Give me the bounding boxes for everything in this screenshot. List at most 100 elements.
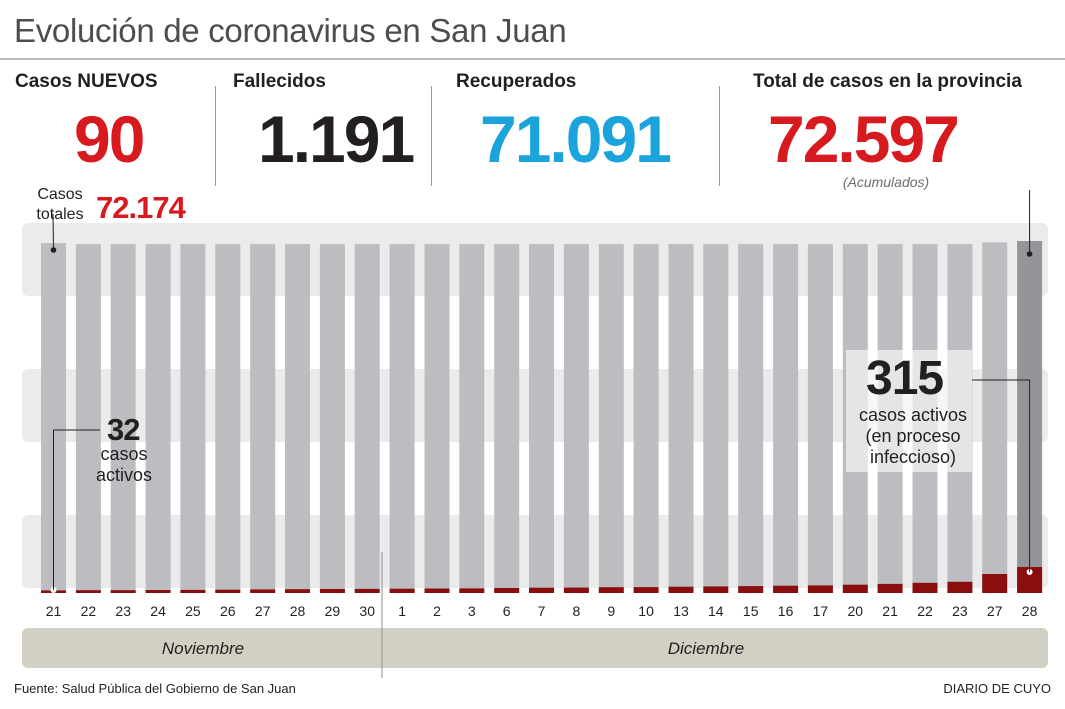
recuperados-value: 71.091 <box>480 102 672 176</box>
month-band <box>22 628 1048 668</box>
total-bar <box>354 244 380 593</box>
x-tick-label: 15 <box>743 603 759 619</box>
active-bar <box>180 589 206 593</box>
active-bar <box>877 583 903 593</box>
active-bar <box>982 574 1008 593</box>
left-active-label: casos activos <box>84 444 164 486</box>
x-tick-label: 21 <box>882 603 898 619</box>
x-tick-label: 29 <box>325 603 341 619</box>
x-tick-label: 9 <box>607 603 615 619</box>
active-bar <box>110 590 136 593</box>
total-bar <box>807 244 833 593</box>
x-tick-label: 16 <box>778 603 794 619</box>
total-bar <box>319 244 345 593</box>
left-active-label-line-2: activos <box>95 465 153 485</box>
x-tick-label: 25 <box>185 603 201 619</box>
active-bar <box>424 588 450 593</box>
x-tick-label: 24 <box>150 603 166 619</box>
right-active-label-line-3: infeccioso) <box>869 447 957 467</box>
active-bar <box>285 589 310 593</box>
total-bar <box>180 244 206 593</box>
x-tick-label: 1 <box>398 603 406 619</box>
stat-divider <box>719 86 720 186</box>
stat-divider <box>215 86 216 186</box>
source-note: Fuente: Salud Pública del Gobierno de Sa… <box>14 681 296 696</box>
x-tick-label: 10 <box>638 603 654 619</box>
casos-totales-value: 72.174 <box>96 190 186 225</box>
total-bar <box>389 244 415 593</box>
fallecidos-value: 1.191 <box>258 102 415 176</box>
active-bar <box>668 586 694 593</box>
total-bar <box>668 244 694 593</box>
x-tick-label: 13 <box>673 603 689 619</box>
total-bar <box>703 244 729 593</box>
x-tick-label: 28 <box>1022 603 1038 619</box>
total-bar <box>738 244 764 593</box>
active-bar <box>529 587 554 593</box>
annotation-backdrop <box>846 350 972 472</box>
total-bar <box>110 244 136 593</box>
total-bar <box>982 242 1008 593</box>
total-bar <box>250 244 276 593</box>
x-tick-label: 3 <box>468 603 476 619</box>
leader-line <box>972 379 1031 572</box>
active-bar <box>563 587 589 593</box>
nuevos-label: Casos NUEVOS <box>15 71 158 92</box>
x-tick-label: 27 <box>255 603 271 619</box>
brand-name: DIARIO DE CUYO <box>943 681 1051 696</box>
total-value: 72.597 <box>768 102 960 176</box>
x-tick-label: 14 <box>708 603 724 619</box>
active-bar <box>703 586 729 593</box>
total-bar <box>285 244 310 593</box>
right-active-label: casos activos (en proceso infeccioso) <box>843 405 983 468</box>
active-bar <box>145 590 171 593</box>
stat-divider <box>431 86 432 186</box>
x-tick-label: 17 <box>813 603 829 619</box>
active-bar <box>912 582 938 593</box>
x-tick-label: 26 <box>220 603 236 619</box>
total-bar <box>529 244 554 593</box>
recuperados-label: Recuperados <box>456 71 577 92</box>
x-tick-label: 21 <box>46 603 62 619</box>
x-tick-label: 7 <box>538 603 546 619</box>
total-bar <box>459 244 485 593</box>
left-active-label-line-1: casos <box>100 444 148 464</box>
active-bar <box>807 585 833 593</box>
casos-totales-label-line-2: totales <box>36 206 84 223</box>
x-tick-label: 22 <box>917 603 933 619</box>
active-bar <box>389 588 415 593</box>
active-bar <box>215 589 241 593</box>
x-tick-label: 20 <box>848 603 864 619</box>
x-tick-label: 27 <box>987 603 1003 619</box>
active-bar <box>250 589 276 593</box>
nuevos-value: 90 <box>74 102 145 176</box>
total-label: Total de casos en la provincia <box>753 71 1022 92</box>
total-bar <box>424 244 450 593</box>
active-bar <box>319 589 345 593</box>
active-bar <box>494 588 520 593</box>
total-bar <box>145 244 171 593</box>
active-bar <box>354 588 380 593</box>
total-bar <box>75 244 101 593</box>
casos-totales-label-line-1: Casos <box>37 186 83 203</box>
total-bar <box>598 244 624 593</box>
total-bar <box>773 244 799 593</box>
casos-totales-label: Casos totales <box>20 185 100 225</box>
left-active-value: 32 <box>107 412 140 447</box>
active-bar <box>598 587 624 593</box>
x-tick-label: 22 <box>81 603 97 619</box>
total-bar <box>633 244 659 593</box>
right-active-label-line-2: (en proceso <box>865 426 961 446</box>
active-bar <box>773 585 799 593</box>
active-bar <box>75 590 101 593</box>
active-bar <box>738 586 764 593</box>
total-note: (Acumulados) <box>842 174 930 190</box>
month-label-december: Diciembre <box>668 639 745 658</box>
total-bar <box>494 244 520 593</box>
x-tick-label: 8 <box>573 603 581 619</box>
x-tick-label: 23 <box>952 603 968 619</box>
title-divider <box>0 58 1065 60</box>
chart-title: Evolución de coronavirus en San Juan <box>14 12 567 49</box>
right-active-label-line-1: casos activos <box>858 405 968 425</box>
